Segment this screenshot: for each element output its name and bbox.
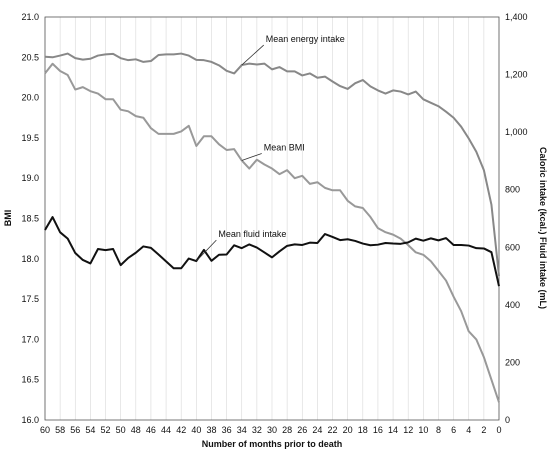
x-tick-label: 34: [237, 425, 247, 435]
mean-energy-intake-annotation: Mean energy intake: [266, 34, 345, 44]
x-tick-label: 4: [466, 425, 471, 435]
right-y-tick-label: 0: [505, 415, 510, 425]
x-tick-label: 6: [451, 425, 456, 435]
x-tick-label: 16: [373, 425, 383, 435]
x-tick-label: 52: [101, 425, 111, 435]
right-y-tick-label: 1,400: [505, 12, 528, 22]
x-tick-label: 2: [481, 425, 486, 435]
x-tick-label: 36: [222, 425, 232, 435]
x-tick-label: 14: [388, 425, 398, 435]
mean-bmi-annotation: Mean BMI: [264, 142, 305, 152]
x-tick-label: 42: [176, 425, 186, 435]
x-tick-label: 44: [161, 425, 171, 435]
x-tick-label: 0: [496, 425, 501, 435]
x-tick-label: 26: [297, 425, 307, 435]
left-y-tick-label: 16.0: [21, 415, 39, 425]
left-y-tick-label: 17.5: [21, 294, 39, 304]
x-tick-label: 58: [55, 425, 65, 435]
left-y-tick-label: 17.0: [21, 334, 39, 344]
x-tick-label: 30: [267, 425, 277, 435]
x-axis-label: Number of months prior to death: [202, 439, 343, 449]
x-tick-label: 22: [328, 425, 338, 435]
x-tick-label: 40: [191, 425, 201, 435]
left-y-tick-label: 18.5: [21, 214, 39, 224]
x-tick-label: 20: [343, 425, 353, 435]
x-tick-label: 56: [70, 425, 80, 435]
mean-fluid-intake-annotation: Mean fluid intake: [218, 229, 286, 239]
right-y-tick-label: 1,000: [505, 127, 528, 137]
mean-fluid-intake-line: [44, 216, 500, 287]
right-y-tick-label: 400: [505, 300, 520, 310]
grid-lines: [44, 17, 500, 420]
x-tick-label: 8: [436, 425, 441, 435]
x-tick-label: 50: [116, 425, 126, 435]
mean-bmi-leader: [241, 153, 262, 161]
mean-bmi-line: [44, 62, 500, 403]
plot-frame: [44, 16, 500, 421]
left-y-tick-label: 18.0: [21, 254, 39, 264]
x-tick-label: 60: [40, 425, 50, 435]
annotations: Mean energy intake Mean BMI Mean fluid int…: [196, 34, 345, 262]
right-y-tick-label: 800: [505, 185, 520, 195]
mean-energy-intake-line: [44, 52, 500, 277]
mean-fluid-intake-leader: [196, 239, 217, 262]
x-tick-label: 28: [282, 425, 292, 435]
left-y-tick-label: 20.5: [21, 52, 39, 62]
right-y-tick-label: 1,200: [505, 70, 528, 80]
left-y-tick-label: 19.5: [21, 133, 39, 143]
left-y-tick-label: 20.0: [21, 93, 39, 103]
right-y-ticks: 0 200 400 600 800 1,000 1,200 1,400: [505, 12, 528, 425]
x-tick-label: 18: [358, 425, 368, 435]
x-tick-label: 38: [206, 425, 216, 435]
left-y-tick-label: 16.5: [21, 375, 39, 385]
x-tick-label: 32: [252, 425, 262, 435]
left-y-tick-label: 21.0: [21, 12, 39, 22]
x-tick-label: 12: [403, 425, 413, 435]
x-tick-label: 54: [85, 425, 95, 435]
left-y-ticks: 16.0 16.5 17.0 17.5 18.0 18.5 19.0 19.5 20.0 20.5…: [21, 12, 39, 425]
series-lines: [44, 52, 500, 403]
mean-energy-intake-leader: [241, 44, 265, 66]
x-tick-label: 24: [312, 425, 322, 435]
left-axis-label: BMI: [3, 210, 13, 227]
right-y-tick-label: 200: [505, 357, 520, 367]
x-tick-label: 48: [131, 425, 141, 435]
left-y-tick-label: 19.0: [21, 173, 39, 183]
right-y-tick-label: 600: [505, 242, 520, 252]
x-tick-label: 46: [146, 425, 156, 435]
x-ticks: 60 58 56 54 52 50 48 46 44 42 40 38 36 34 32 30 28 26 24 22…: [40, 425, 502, 435]
right-axis-label: Caloric intake (kcal.) Fluid intake (mL): [538, 147, 548, 309]
x-tick-label: 10: [418, 425, 428, 435]
